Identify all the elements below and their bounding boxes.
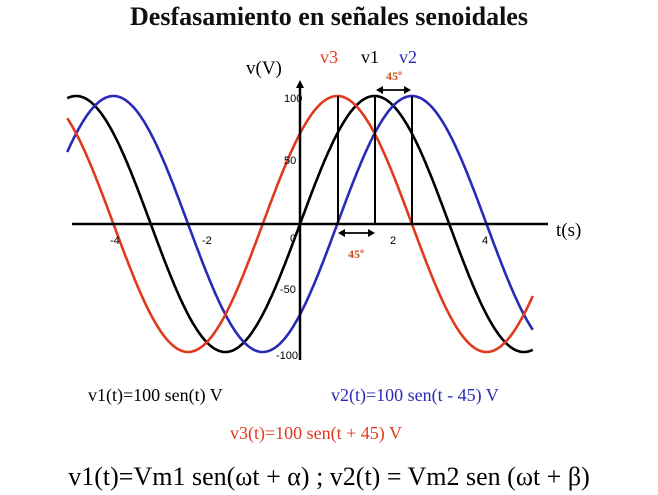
- bottom-phase-label: 45º: [348, 247, 364, 261]
- general-equation: v1(t)=Vm1 sen(ωt + α) ; v2(t) = Vm2 sen …: [68, 462, 590, 491]
- top-phase-label: 45º: [386, 69, 402, 83]
- page-title: Desfasamiento en señales senoidales: [130, 2, 528, 31]
- y-axis-arrowhead: [296, 80, 304, 88]
- y-tick-minus-50: -50: [280, 284, 296, 296]
- x-axis-label: t(s): [556, 220, 581, 241]
- x-tick-0: 0: [290, 233, 296, 245]
- equation-v2: v2(t)=100 sen(t - 45) V: [331, 385, 499, 405]
- x-tick-2: 2: [390, 235, 396, 247]
- y-tick-50: 50: [284, 155, 296, 167]
- top-phase-arrowhead-left: [376, 86, 383, 94]
- v3-label: v3: [320, 47, 338, 67]
- v2-label: v2: [399, 47, 417, 67]
- x-tick-4: 4: [482, 235, 488, 247]
- equation-v3: v3(t)=100 sen(t + 45) V: [230, 423, 402, 443]
- bottom-phase-arrowhead-right: [368, 229, 375, 237]
- x-tick-minus-2: -2: [202, 235, 212, 247]
- top-phase-arrowhead-right: [404, 86, 411, 94]
- y-axis-label: v(V): [246, 58, 282, 79]
- x-tick-minus-4: -4: [110, 235, 120, 247]
- bottom-phase-arrowhead-left: [338, 229, 345, 237]
- y-tick-minus-100: -100: [276, 350, 298, 362]
- y-tick-100: 100: [284, 93, 302, 105]
- v1-label: v1: [361, 47, 379, 67]
- equation-v1: v1(t)=100 sen(t) V: [88, 385, 223, 405]
